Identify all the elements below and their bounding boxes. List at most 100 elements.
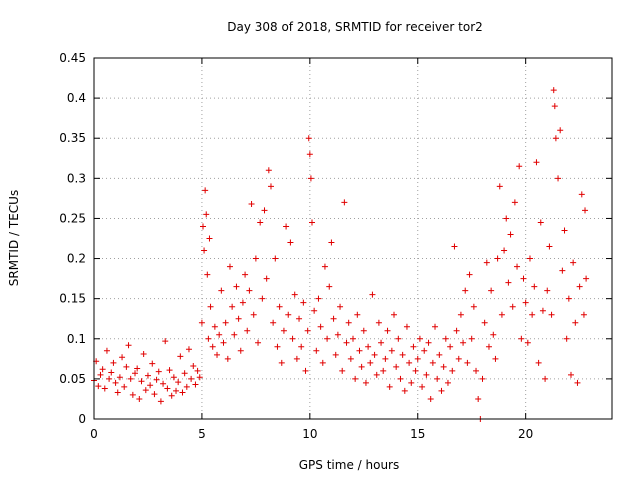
data-point [354,311,361,318]
data-point [358,363,365,370]
data-point [334,331,341,338]
data-point [444,379,451,386]
data-point [153,376,160,383]
data-point [434,375,441,382]
data-point [447,343,454,350]
data-point [114,389,121,396]
data-point [170,374,177,381]
data-point [449,367,456,374]
data-point [136,395,143,402]
data-point [127,375,134,382]
chart-title: Day 308 of 2018, SRMTID for receiver tor… [227,20,483,34]
data-point [516,163,523,170]
data-point [550,87,557,94]
data-point [250,311,257,318]
data-point [204,271,211,278]
data-point [263,275,270,282]
data-point [233,283,240,290]
data-point [492,355,499,362]
data-point [393,363,400,370]
data-point [203,211,210,218]
data-point [526,255,533,262]
data-point [244,327,251,334]
data-point [356,347,363,354]
data-point [548,311,555,318]
data-point [185,346,192,353]
data-point [375,319,382,326]
x-tick-label: 5 [198,427,206,441]
data-point [371,351,378,358]
data-point [479,375,486,382]
data-point [308,219,315,226]
data-point [464,359,471,366]
data-point [423,371,430,378]
data-point [380,367,387,374]
y-tick-label: 0.1 [67,332,86,346]
data-point [416,335,423,342]
data-point [112,379,119,386]
data-point [125,342,132,349]
data-point [572,319,579,326]
data-point [242,271,249,278]
data-point [412,367,419,374]
data-point [248,201,255,208]
data-point [110,359,117,366]
data-point [285,311,292,318]
data-point [246,287,253,294]
data-point [576,283,583,290]
data-point [305,135,312,142]
data-point [298,343,305,350]
data-point [306,151,313,158]
x-tick-label: 20 [518,427,533,441]
data-point [138,378,145,385]
data-point [462,287,469,294]
data-point [503,215,510,222]
data-point [206,235,213,242]
data-point [483,259,490,266]
data-point [214,351,221,358]
data-point [453,327,460,334]
data-point [365,343,372,350]
data-point [151,391,158,398]
y-tick-label: 0.2 [67,252,86,266]
data-point [201,247,208,254]
data-point [583,275,590,282]
data-point [231,331,238,338]
data-point [507,231,514,238]
data-point [350,335,356,342]
data-point [399,351,406,358]
data-point [173,387,180,394]
data-point [183,383,190,390]
data-point [108,369,115,376]
data-point [511,199,518,206]
data-point [287,239,294,246]
data-point [129,391,136,398]
data-point [440,363,447,370]
data-point [551,103,558,110]
data-point [164,385,171,392]
data-point [97,371,104,378]
data-point [116,374,123,381]
data-point [222,319,229,326]
y-tick-label: 0.4 [67,91,86,105]
data-point [403,323,410,330]
data-point [235,315,242,322]
data-point [218,287,225,294]
data-point [220,339,227,346]
data-point [192,381,199,388]
data-point [533,159,540,166]
data-point [188,375,195,382]
data-point [226,263,233,270]
y-tick-label: 0.3 [67,171,86,185]
data-point [315,295,322,302]
data-point [490,331,497,338]
data-point [168,392,175,399]
data-point [278,359,285,366]
data-point [542,375,549,382]
data-point [352,375,359,382]
data-point [293,355,300,362]
data-point [582,207,589,214]
data-point [121,383,128,390]
data-point [574,379,581,386]
y-tick-label: 0.15 [59,292,86,306]
